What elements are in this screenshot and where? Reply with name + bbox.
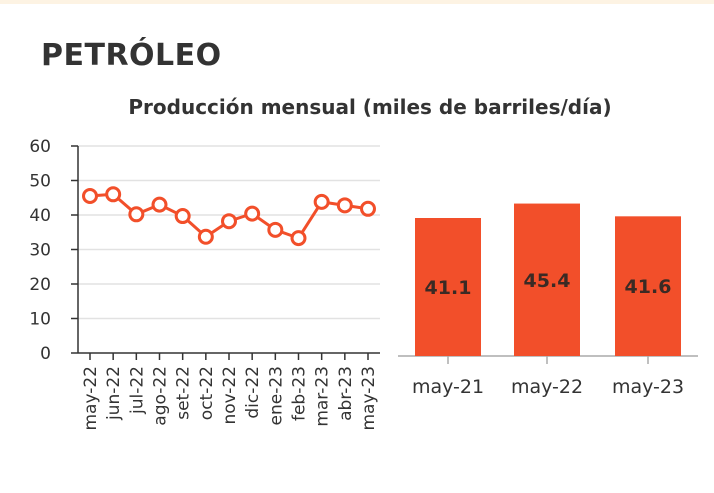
bar-data-label: 41.1 (425, 277, 472, 299)
line-x-tick-label: dic-22 (243, 366, 263, 419)
line-point (336, 197, 353, 214)
line-x-tick-label: feb-23 (290, 366, 310, 421)
line-y-tick-label: 40 (29, 206, 51, 226)
line-point (197, 228, 214, 245)
bar-category-label: may-23 (612, 376, 684, 398)
line-x-tick-label: nov-22 (220, 366, 240, 425)
line-y-tick-label: 20 (29, 275, 51, 295)
bar-data-label: 41.6 (625, 276, 672, 298)
bar-category-label: may-21 (412, 376, 484, 398)
line-x-tick-label: may-22 (81, 366, 101, 431)
line-point (290, 230, 307, 247)
bar-chart: 41.1 may-21 45.4 may-22 41.6 may-23 (398, 203, 698, 398)
line-point (82, 188, 98, 205)
line-x-tick-label: jul-22 (127, 366, 147, 415)
bar-may-23 (615, 216, 681, 356)
line-point (313, 193, 330, 210)
line-point (360, 200, 376, 217)
bar-category-label: may-22 (511, 376, 583, 398)
line-x-tick-label: set-22 (174, 366, 194, 420)
top-accent-bar (0, 0, 714, 4)
line-point (151, 196, 168, 213)
line-y-tick-label: 50 (29, 172, 51, 192)
line-y-tick-label: 30 (29, 241, 51, 261)
line-point (105, 186, 122, 203)
line-x-tick-label: ene-23 (266, 366, 286, 425)
line-point (267, 221, 284, 238)
line-point (244, 205, 261, 222)
line-x-tick-label: oct-22 (197, 366, 217, 420)
page-title: PETRÓLEO (41, 38, 222, 73)
line-point (221, 213, 237, 230)
line-x-tick-label: ago-22 (151, 366, 171, 426)
line-point (174, 208, 191, 225)
line-x-tick-label: mar-23 (313, 366, 333, 427)
chart-subtitle: Producción mensual (miles de barriles/dí… (128, 95, 612, 119)
line-chart: 0 10 20 30 40 50 60 may-22 jun-22 jul-22 ago-22 set… (29, 137, 380, 431)
bar-data-label: 45.4 (524, 270, 571, 292)
line-x-tick-label: may-23 (359, 366, 379, 431)
line-y-tick-label: 10 (29, 310, 51, 330)
line-x-tick-label: jun-22 (104, 366, 124, 421)
bar-may-21 (415, 218, 481, 356)
line-y-tick-label: 60 (29, 137, 51, 157)
bar-may-22 (514, 203, 580, 356)
line-point (128, 206, 145, 223)
line-y-tick-label: 0 (40, 344, 51, 364)
line-x-tick-label: abr-23 (336, 366, 356, 421)
